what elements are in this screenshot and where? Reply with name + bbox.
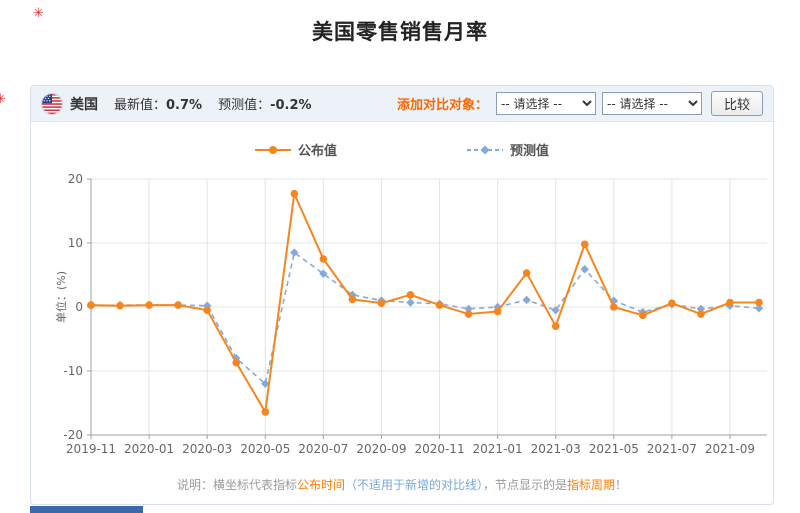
svg-text:2020-07: 2020-07 — [298, 442, 348, 456]
svg-text:2020-01: 2020-01 — [124, 442, 174, 456]
svg-text:-20: -20 — [63, 428, 83, 442]
note-prefix: 说明：横坐标代表指标 — [176, 478, 297, 492]
legend-item-forecast[interactable]: 预测值 — [467, 140, 549, 159]
country-label: 美国 — [70, 96, 98, 113]
svg-text:2021-07: 2021-07 — [647, 442, 697, 456]
bottom-blue-bar — [30, 506, 143, 513]
page-title: 美国零售销售月率 — [312, 20, 488, 44]
note-mid: ，节点显示的是 — [483, 478, 568, 492]
svg-text:-10: -10 — [63, 364, 83, 378]
latest-stat: 最新值：0.7% — [114, 94, 202, 113]
svg-text:20: 20 — [68, 172, 83, 186]
chart-area[interactable]: 单位：(%) 20 10 0 -10 -20 2019-11 2020-01 2020-03 2… — [35, 161, 771, 461]
compare-label: 添加对比对象： — [396, 98, 488, 113]
legend-forecast-marker-icon — [467, 145, 503, 154]
svg-text:2021-05: 2021-05 — [589, 442, 639, 456]
red-annotation-icon: ✳ — [33, 6, 44, 21]
forecast-stat: 预测值：-0.2% — [218, 94, 311, 113]
svg-text:0: 0 — [75, 300, 83, 314]
latest-value: 0.7% — [166, 98, 203, 113]
note-indicator-period: 指标周期 — [567, 478, 616, 492]
card-header: 美国 最新值：0.7% 预测值：-0.2% 添加对比对象： -- 请选择 -- … — [31, 86, 773, 122]
svg-text:10: 10 — [68, 236, 83, 250]
compare-button[interactable]: 比较 — [710, 91, 763, 116]
chart-legend: 公布值 预测值 — [31, 140, 773, 159]
us-flag-icon — [41, 92, 63, 115]
legend-announced-marker-icon — [254, 145, 291, 154]
legend-announced-label: 公布值 — [297, 144, 337, 159]
compare-select-1[interactable]: -- 请选择 -- — [495, 92, 596, 115]
note-publish-time: 公布时间 — [296, 478, 345, 492]
svg-text:2019-11: 2019-11 — [66, 442, 116, 456]
svg-text:2020-03: 2020-03 — [182, 442, 232, 456]
svg-text:2021-03: 2021-03 — [531, 442, 581, 456]
forecast-value: -0.2% — [270, 98, 312, 113]
y-axis-title: 单位：(%) — [55, 270, 68, 324]
forecast-label: 预测值： — [218, 98, 271, 113]
latest-label: 最新值： — [114, 98, 167, 113]
svg-text:2021-01: 2021-01 — [473, 442, 523, 456]
svg-text:2021-09: 2021-09 — [705, 442, 755, 456]
chart-note: 说明：横坐标代表指标公布时间（不适用于新增的对比线），节点显示的是指标周期！ — [31, 476, 773, 493]
legend-item-announced[interactable]: 公布值 — [254, 140, 337, 159]
note-suffix: ！ — [615, 478, 628, 492]
svg-text:2020-05: 2020-05 — [240, 442, 290, 456]
svg-text:2020-09: 2020-09 — [356, 442, 406, 456]
red-annotation-icon: ✳ — [0, 92, 6, 107]
note-parenthetical: （不适用于新增的对比线） — [344, 478, 483, 492]
svg-text:2020-11: 2020-11 — [414, 442, 464, 456]
legend-forecast-label: 预测值 — [510, 144, 550, 159]
compare-select-2[interactable]: -- 请选择 -- — [601, 92, 702, 115]
chart-card: 美国 最新值：0.7% 预测值：-0.2% 添加对比对象： -- 请选择 -- … — [30, 85, 774, 505]
